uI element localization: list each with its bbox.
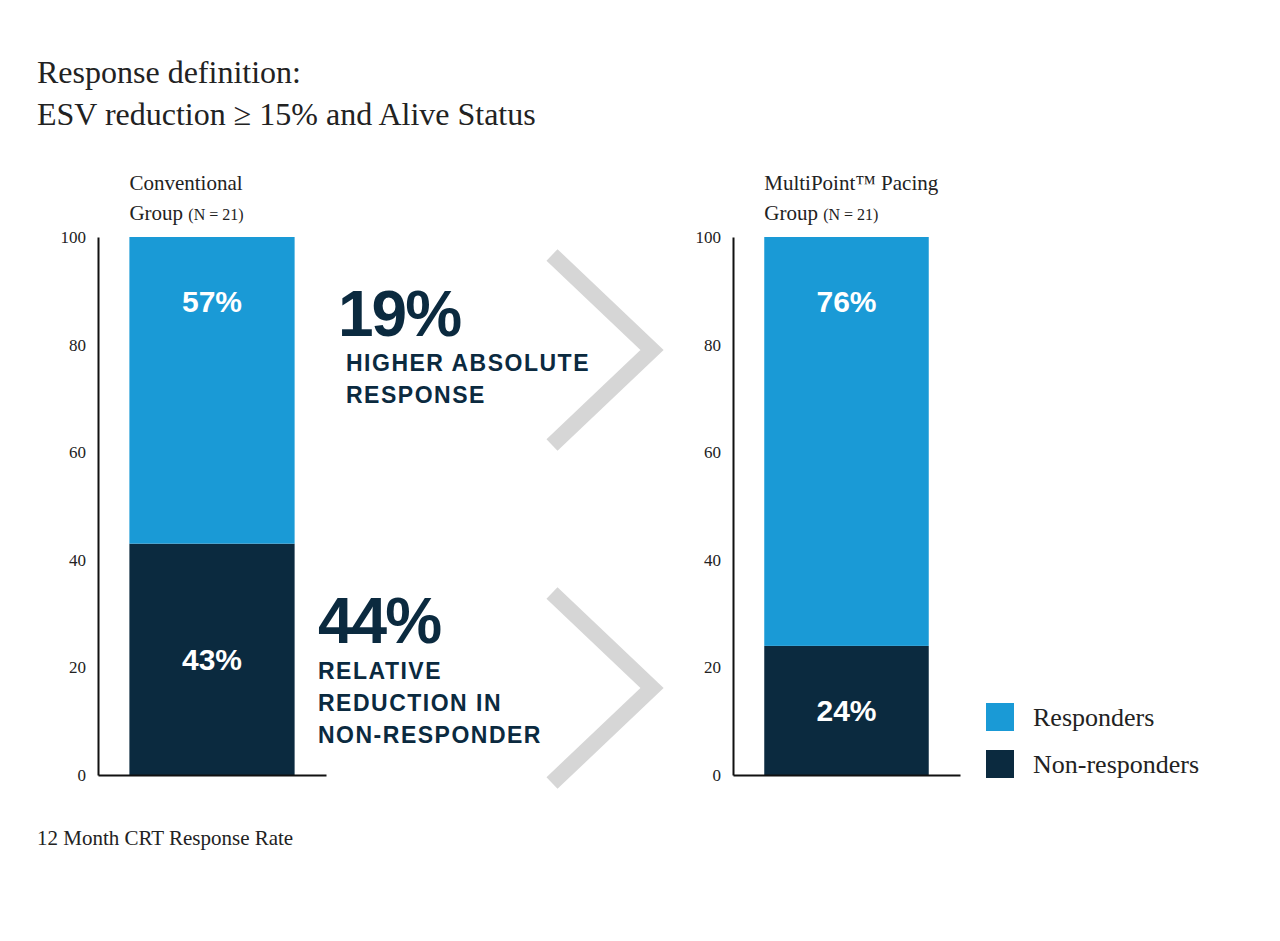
data-label: 76% <box>816 285 876 318</box>
y-tick: 40 <box>69 551 98 570</box>
annotation-text: RELATIVEREDUCTION INNON-RESPONDER <box>318 658 542 748</box>
bars <box>764 237 928 775</box>
legend-label: Responders <box>1033 703 1154 732</box>
annotation-value: 19% <box>338 278 461 350</box>
y-tick-label: 80 <box>69 336 86 355</box>
y-tick: 60 <box>69 443 98 462</box>
bar-segment <box>764 237 928 646</box>
y-tick: 80 <box>704 336 733 355</box>
caption: 12 Month CRT Response Rate <box>37 826 293 850</box>
chart-panel: 24% 76% 0 20 40 60 80 100 MultiPoint™ PacingGrou… <box>696 171 1200 785</box>
x-axis-line <box>734 775 961 777</box>
y-axis-line <box>98 238 100 776</box>
y-tick-label: 0 <box>713 766 722 785</box>
data-label: 43% <box>182 643 242 676</box>
bar-segment <box>129 237 294 544</box>
legend-swatch <box>986 703 1014 731</box>
legend-label: Non-responders <box>1033 750 1199 779</box>
y-axis: 0 20 40 60 80 100 <box>696 228 734 785</box>
chart-title: Response definition:ESV reduction ≥ 15% … <box>37 54 536 132</box>
y-axis-line <box>733 238 735 776</box>
y-tick-label: 20 <box>704 658 721 677</box>
y-tick: 0 <box>78 766 99 785</box>
y-tick: 100 <box>696 228 734 247</box>
y-tick: 60 <box>704 443 733 462</box>
bar-segment <box>764 646 928 775</box>
y-tick-label: 60 <box>69 443 86 462</box>
x-axis <box>734 775 961 776</box>
y-tick-label: 60 <box>704 443 721 462</box>
y-tick-label: 100 <box>61 228 87 247</box>
y-tick-label: 40 <box>69 551 86 570</box>
data-label: 24% <box>816 694 876 727</box>
x-axis-line <box>99 775 327 777</box>
y-tick: 80 <box>69 336 98 355</box>
bar-segment <box>129 544 294 775</box>
y-tick-label: 20 <box>69 658 86 677</box>
annotation-text: HIGHER ABSOLUTERESPONSE <box>346 350 590 408</box>
y-tick: 100 <box>61 228 99 247</box>
x-axis <box>99 775 327 776</box>
data-label: 57% <box>182 285 242 318</box>
y-axis: 0 20 40 60 80 100 <box>61 228 99 785</box>
y-tick: 40 <box>704 551 733 570</box>
y-tick: 20 <box>704 658 733 677</box>
bars <box>129 237 294 775</box>
legend: Responders Non-responders <box>986 703 1199 779</box>
y-tick-label: 40 <box>704 551 721 570</box>
chart-canvas: 43% 57% 0 20 40 60 80 100 ConventionalGroup (N =… <box>0 0 1280 941</box>
chevron <box>552 593 652 783</box>
y-tick: 20 <box>69 658 98 677</box>
legend-item: Non-responders <box>986 750 1199 779</box>
legend-swatch <box>986 750 1014 778</box>
chart-panel: 43% 57% 0 20 40 60 80 100 ConventionalGroup (N =… <box>37 54 652 850</box>
y-tick-label: 0 <box>78 766 87 785</box>
category-label: MultiPoint™ PacingGroup (N = 21) <box>764 171 939 225</box>
category-label: ConventionalGroup (N = 21) <box>129 171 243 225</box>
legend-item: Responders <box>986 703 1154 732</box>
y-tick-label: 80 <box>704 336 721 355</box>
annotation-value: 44% <box>318 585 441 657</box>
y-tick: 0 <box>713 766 734 785</box>
y-tick-label: 100 <box>696 228 722 247</box>
